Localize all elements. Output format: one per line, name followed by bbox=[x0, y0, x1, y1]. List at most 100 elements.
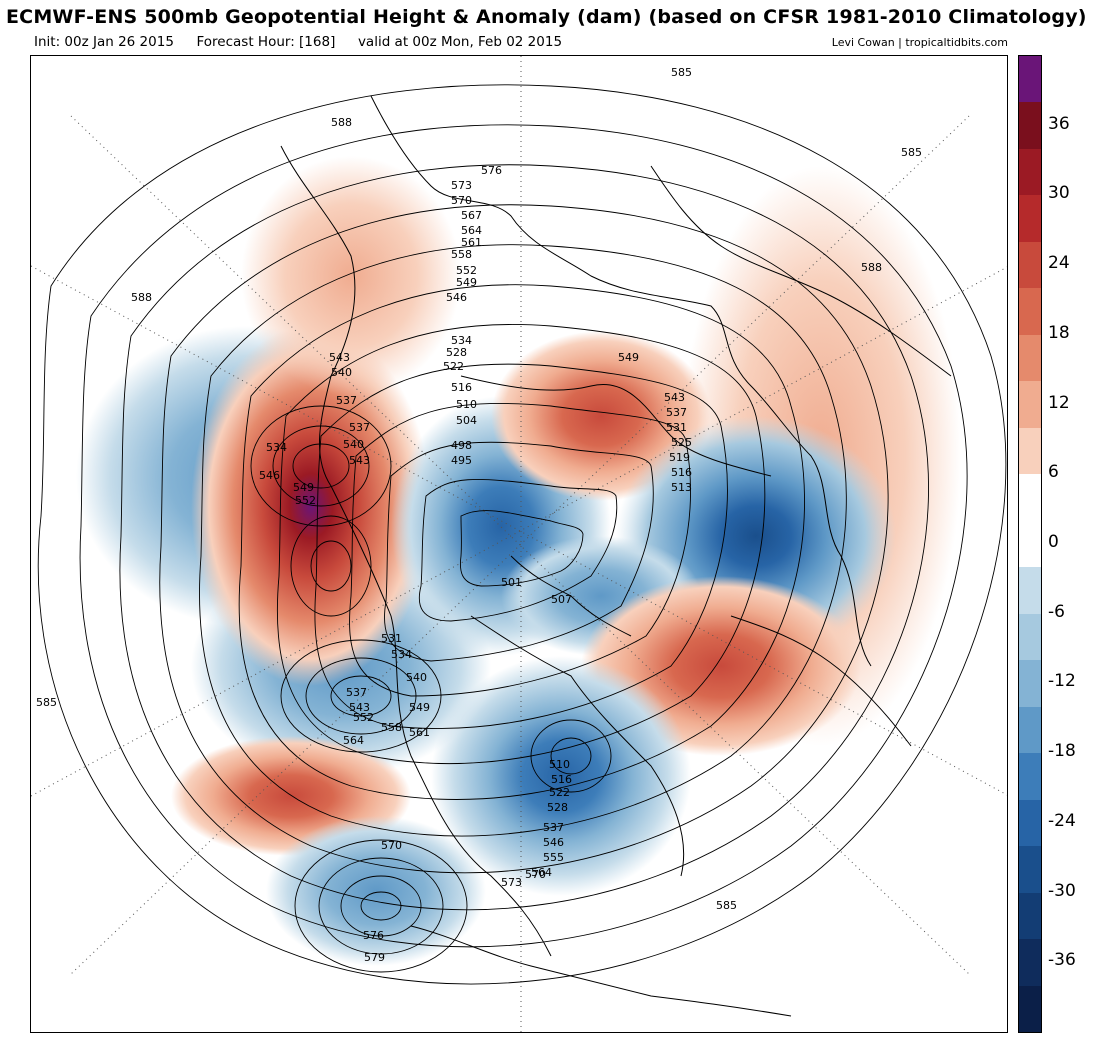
contour-label: 585 bbox=[716, 899, 737, 912]
contour-label: 543 bbox=[329, 351, 350, 364]
colorbar-label: -36 bbox=[1048, 950, 1076, 971]
height-contours bbox=[37, 84, 1007, 985]
contour-label: 558 bbox=[381, 721, 402, 734]
contour-label: 534 bbox=[451, 334, 472, 347]
contour-label: 588 bbox=[331, 116, 352, 129]
contour-label: 567 bbox=[461, 209, 482, 222]
contour-label: 516 bbox=[671, 466, 692, 479]
colorbar-segment bbox=[1019, 939, 1041, 987]
contour-label: 561 bbox=[409, 726, 430, 739]
contour-label: 570 bbox=[525, 868, 546, 881]
anomaly-shading bbox=[76, 156, 961, 966]
contour-label: 540 bbox=[343, 438, 364, 451]
init-time: Init: 00z Jan 26 2015 bbox=[34, 34, 174, 50]
colorbar-label: 6 bbox=[1048, 462, 1059, 483]
contour-label: 564 bbox=[461, 224, 482, 237]
contour-label: 537 bbox=[336, 394, 357, 407]
graticule bbox=[31, 56, 1007, 1032]
contour-labels: 5855885855765735705675645615585525495465… bbox=[36, 66, 922, 964]
contour-label: 549 bbox=[456, 276, 477, 289]
contour-label: 585 bbox=[671, 66, 692, 79]
colorbar-label: -24 bbox=[1048, 810, 1076, 831]
colorbar-segment bbox=[1019, 195, 1041, 243]
contour-label: 552 bbox=[353, 711, 374, 724]
contour-label: 495 bbox=[451, 454, 472, 467]
anomaly-canada-alaska-ridge bbox=[241, 156, 461, 396]
colorbar-segment bbox=[1019, 474, 1041, 522]
colorbar-segment bbox=[1019, 427, 1041, 475]
contour-label: 510 bbox=[549, 758, 570, 771]
contour-label: 549 bbox=[409, 701, 430, 714]
contour-label: 519 bbox=[669, 451, 690, 464]
contour-label: 534 bbox=[391, 648, 412, 661]
colorbar-segment bbox=[1019, 56, 1041, 103]
colorbar-segment bbox=[1019, 241, 1041, 289]
contour-label: 546 bbox=[543, 836, 564, 849]
colorbar-segment bbox=[1019, 660, 1041, 708]
colorbar-label: 0 bbox=[1048, 532, 1059, 552]
colorbar-segment bbox=[1019, 753, 1041, 801]
contour-label: 540 bbox=[406, 671, 427, 684]
contour-label: 552 bbox=[295, 494, 316, 507]
colorbar-label: 30 bbox=[1048, 183, 1070, 204]
credit: Levi Cowan | tropicaltidbits.com bbox=[831, 36, 1008, 49]
contour-label: 588 bbox=[861, 261, 882, 274]
colorbar-segment bbox=[1019, 706, 1041, 754]
contour-label: 522 bbox=[443, 360, 464, 373]
anomaly-eastern-us-trough bbox=[431, 656, 691, 896]
contour-label: 528 bbox=[446, 346, 467, 359]
contour-label: 570 bbox=[451, 194, 472, 207]
contour-label: 513 bbox=[671, 481, 692, 494]
anomaly-west-coast-ridge bbox=[191, 326, 431, 686]
coastlines bbox=[280, 95, 952, 1017]
colorbar-segment bbox=[1019, 334, 1041, 382]
contour-label: 555 bbox=[543, 851, 564, 864]
contour-label: 546 bbox=[259, 469, 280, 482]
colorbar-label: -12 bbox=[1048, 671, 1076, 692]
colorbar-label: -30 bbox=[1048, 880, 1076, 901]
colorbar-segment bbox=[1019, 892, 1041, 940]
contour-label: 537 bbox=[543, 821, 564, 834]
contour-label: 558 bbox=[451, 248, 472, 261]
contour-label: 498 bbox=[451, 439, 472, 452]
contour-label: 579 bbox=[364, 951, 385, 964]
contour-label: 564 bbox=[531, 866, 552, 879]
contour-label: 576 bbox=[363, 929, 384, 942]
colorbar-segment bbox=[1019, 799, 1041, 847]
contour-label: 537 bbox=[666, 406, 687, 419]
contour-label: 531 bbox=[381, 632, 402, 645]
colorbar-segment bbox=[1019, 567, 1041, 615]
colorbar-label: -6 bbox=[1048, 601, 1065, 622]
contour-label: 549 bbox=[618, 351, 639, 364]
contour-label: 501 bbox=[501, 576, 522, 589]
colorbar-segment bbox=[1019, 985, 1041, 1033]
contour-label: 549 bbox=[293, 481, 314, 494]
contour-label: 540 bbox=[331, 366, 352, 379]
contour-label: 552 bbox=[456, 264, 477, 277]
contour-label: 507 bbox=[551, 593, 572, 606]
colorbar-label: -18 bbox=[1048, 741, 1076, 762]
contour-label: 543 bbox=[349, 454, 370, 467]
anomaly-southwest-trough bbox=[266, 816, 486, 966]
map-panel: 585 588 585 576 573 570 567 564 561 558 552 549 546 5… bbox=[30, 55, 1008, 1033]
hemispheric-map: 5855885855765735705675645615585525495465… bbox=[31, 56, 1007, 1032]
contour-label: 546 bbox=[446, 291, 467, 304]
contour-label: 588 bbox=[131, 291, 152, 304]
map-title: ECMWF-ENS 500mb Geopotential Height & An… bbox=[6, 6, 1087, 28]
contour-label: 570 bbox=[381, 839, 402, 852]
contour-label: 543 bbox=[664, 391, 685, 404]
contour-label: 573 bbox=[451, 179, 472, 192]
contour-label: 561 bbox=[461, 236, 482, 249]
contour-label: 537 bbox=[346, 686, 367, 699]
colorbar-segment bbox=[1019, 613, 1041, 661]
contour-label: 531 bbox=[666, 421, 687, 434]
contour-label: 537 bbox=[349, 421, 370, 434]
colorbar-segment bbox=[1019, 102, 1041, 150]
colorbar-segment bbox=[1019, 148, 1041, 196]
colorbar-segment bbox=[1019, 846, 1041, 894]
contour-label: 504 bbox=[456, 414, 477, 427]
contour-label: 543 bbox=[349, 701, 370, 714]
contour-label: 528 bbox=[547, 801, 568, 814]
colorbar-label: 12 bbox=[1048, 392, 1070, 413]
colorbar-label: 18 bbox=[1048, 322, 1070, 343]
